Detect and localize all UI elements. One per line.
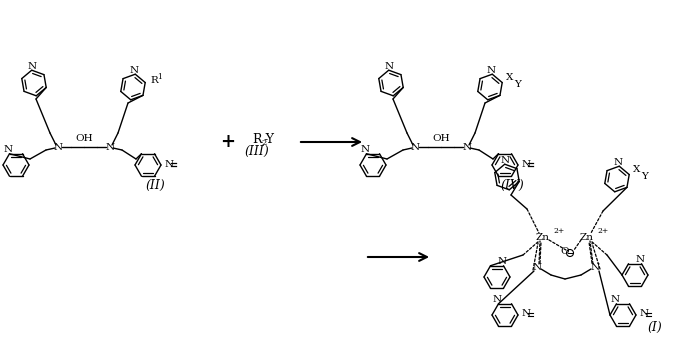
Text: N: N — [522, 310, 531, 318]
Text: N: N — [130, 66, 139, 75]
Text: N: N — [4, 145, 13, 154]
Text: N: N — [611, 295, 620, 304]
Text: N: N — [463, 142, 472, 151]
Text: (IV): (IV) — [500, 178, 524, 191]
Text: O: O — [561, 247, 569, 256]
Text: R: R — [150, 76, 158, 85]
Text: -Y: -Y — [264, 132, 275, 146]
Text: N: N — [614, 158, 623, 167]
Text: N: N — [493, 295, 502, 304]
Text: 2+: 2+ — [553, 227, 564, 235]
Text: 2+: 2+ — [597, 227, 608, 235]
Text: Y: Y — [641, 172, 648, 181]
Text: N: N — [53, 142, 63, 151]
Text: N: N — [500, 156, 510, 165]
Text: X: X — [633, 165, 640, 174]
Text: N: N — [165, 160, 174, 169]
Text: N: N — [361, 145, 370, 154]
Text: OH: OH — [432, 134, 450, 142]
Text: 1: 1 — [157, 72, 162, 81]
Text: 2: 2 — [261, 139, 266, 147]
Text: N: N — [522, 160, 531, 169]
Text: N: N — [498, 257, 507, 266]
Text: N: N — [487, 66, 496, 75]
Text: N: N — [640, 310, 649, 318]
Text: (I): (I) — [648, 321, 663, 333]
Text: (III): (III) — [245, 145, 269, 157]
Text: N: N — [384, 62, 394, 71]
Text: N: N — [591, 262, 600, 272]
Text: +: + — [220, 133, 236, 151]
Text: N: N — [106, 142, 115, 151]
Text: R: R — [252, 132, 261, 146]
Text: N: N — [636, 255, 645, 264]
Text: Zn: Zn — [580, 232, 594, 241]
Text: N: N — [27, 62, 36, 71]
Text: OH: OH — [75, 134, 93, 142]
Text: Zn: Zn — [536, 232, 550, 241]
Text: X: X — [506, 73, 514, 82]
Text: N: N — [533, 262, 542, 272]
Text: N: N — [410, 142, 419, 151]
Text: Y: Y — [514, 80, 521, 89]
Text: (II): (II) — [145, 178, 165, 191]
